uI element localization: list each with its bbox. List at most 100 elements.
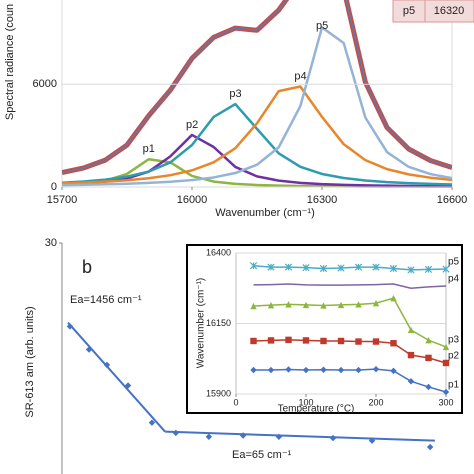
series-label: p4	[294, 70, 306, 82]
series-line	[62, 85, 452, 185]
marker	[124, 382, 132, 389]
marker	[66, 323, 74, 330]
marker	[368, 437, 376, 444]
marker	[337, 264, 345, 272]
y-axis-label: Spectral radiance (coun	[4, 4, 16, 120]
table-cell: p5	[403, 5, 415, 17]
marker	[354, 263, 363, 271]
marker	[250, 366, 257, 374]
marker	[239, 432, 247, 439]
marker	[407, 266, 415, 274]
series-line	[62, 26, 452, 187]
marker	[103, 361, 111, 369]
marker	[320, 366, 327, 373]
series-label: p5	[448, 257, 460, 268]
series-line	[67, 321, 166, 433]
marker	[250, 337, 257, 345]
marker	[267, 366, 275, 374]
series-label: p3	[448, 335, 460, 346]
marker	[407, 326, 415, 334]
series-label: p5	[316, 20, 328, 32]
marker	[172, 429, 180, 437]
marker	[442, 343, 450, 351]
marker	[319, 264, 328, 273]
marker	[285, 366, 292, 373]
marker	[372, 338, 380, 345]
marker	[285, 336, 292, 344]
marker	[205, 433, 213, 440]
series-line	[253, 283, 447, 289]
marker	[426, 443, 434, 451]
marker	[85, 346, 93, 353]
panel-label: b	[82, 257, 92, 277]
marker	[337, 366, 345, 374]
marker	[275, 433, 283, 440]
x-tick-label: 0	[233, 397, 238, 407]
marker	[267, 337, 275, 344]
y-tick-label: 16400	[206, 247, 231, 257]
x-axis-label: Temperature (°C)	[278, 404, 355, 415]
series-line	[62, 0, 452, 174]
marker	[355, 338, 362, 345]
y-tick-label: 30	[45, 237, 57, 249]
marker	[284, 263, 293, 271]
y-tick-label: 0	[51, 181, 57, 193]
marker	[320, 337, 327, 345]
series-label: p2	[186, 119, 198, 131]
marker	[425, 354, 432, 362]
x-tick-label: 300	[438, 397, 453, 407]
marker	[250, 302, 257, 310]
marker	[329, 434, 337, 442]
marker	[302, 264, 310, 272]
marker	[267, 263, 275, 271]
marker	[372, 299, 380, 307]
marker	[425, 383, 432, 391]
marker	[389, 264, 398, 273]
fit-annotation: Ea=65 cm⁻¹	[232, 449, 292, 461]
inset	[186, 244, 463, 414]
y-tick-label: 15900	[206, 388, 231, 398]
x-tick-label: 15700	[47, 194, 78, 206]
marker	[148, 419, 156, 426]
marker	[302, 301, 310, 309]
marker	[337, 337, 345, 345]
marker	[372, 263, 380, 271]
marker	[337, 301, 345, 309]
marker	[424, 265, 433, 273]
marker	[355, 366, 362, 374]
x-tick-label: 16600	[437, 194, 468, 206]
series-label: p2	[448, 351, 460, 362]
marker	[355, 301, 362, 308]
marker	[407, 378, 415, 385]
series-line	[165, 430, 435, 442]
marker	[302, 337, 310, 344]
marker	[442, 265, 450, 273]
x-axis-label: Wavenumber (cm⁻¹)	[215, 207, 315, 219]
marker	[442, 359, 450, 367]
marker	[390, 294, 397, 302]
series-line	[253, 297, 447, 348]
series-line	[253, 264, 447, 271]
marker	[425, 336, 432, 344]
fit-annotation: Ea=1456 cm⁻¹	[70, 294, 142, 306]
series-label: p4	[448, 274, 460, 285]
marker	[302, 366, 310, 374]
x-tick-label: 16300	[307, 194, 338, 206]
marker	[285, 301, 292, 308]
table-fragment	[392, 0, 474, 23]
series-label: p3	[229, 88, 241, 100]
marker	[390, 367, 397, 375]
series-label: p1	[143, 143, 155, 155]
x-tick-label: 100	[298, 397, 313, 407]
marker	[267, 301, 275, 309]
y-axis-label: Wavenumber (cm⁻¹)	[196, 278, 207, 368]
y-tick-label: 16150	[206, 318, 231, 328]
marker	[372, 365, 380, 373]
x-tick-label: 16000	[177, 194, 208, 206]
marker	[249, 262, 258, 270]
marker	[390, 340, 397, 347]
series-label: p1	[448, 380, 460, 391]
series-line	[62, 102, 452, 186]
